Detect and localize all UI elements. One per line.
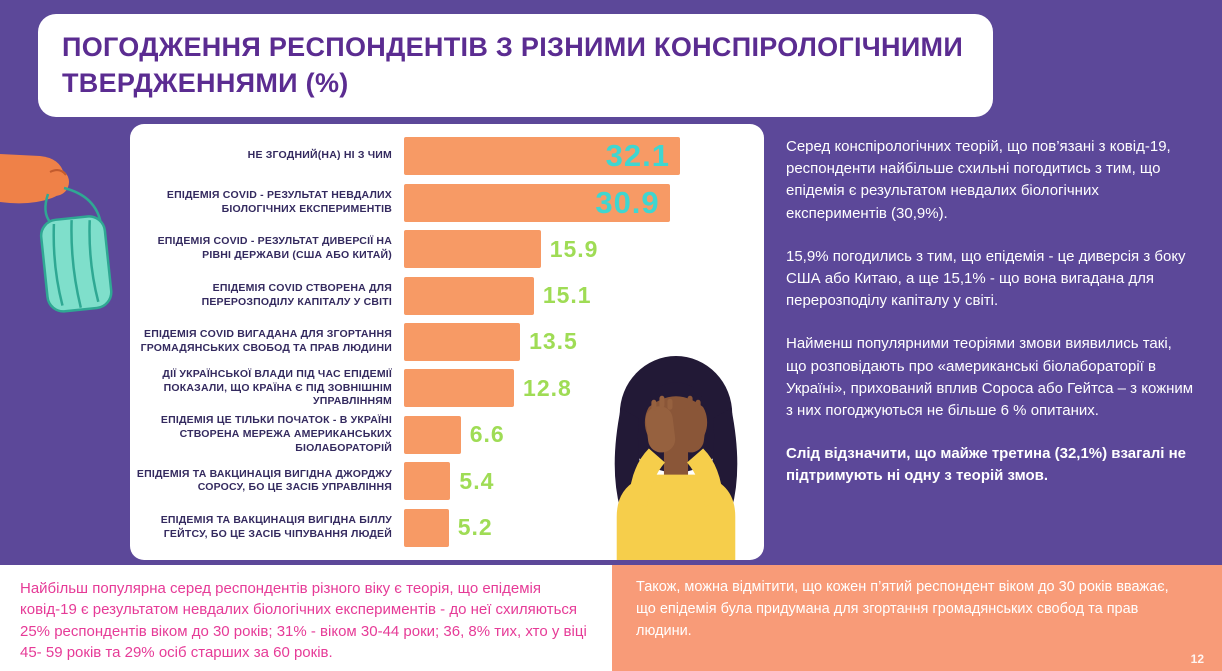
bar-value: 6.6 — [469, 421, 505, 448]
commentary-panel: Серед конспірологічних теорій, що пов’яз… — [786, 136, 1196, 508]
chart-row: ЕПІДЕМІЯ COVID СТВОРЕНА ДЛЯ ПЕРЕРОЗПОДІЛ… — [130, 272, 764, 318]
bar-value: 5.4 — [459, 467, 495, 494]
bar — [404, 415, 461, 454]
chart-rows: НЕ ЗГОДНИЙ(НА) НІ З ЧИМ 32.1 ЕПІДЕМІЯ COVI… — [130, 124, 764, 560]
commentary-highlight: Слід відзначити, що майже третина (32,1%… — [786, 445, 1186, 485]
bar-label: НЕ ЗГОДНИЙ(НА) НІ З ЧИМ — [247, 149, 392, 162]
commentary-paragraph-3: Найменш популярними теоріями змови вияви… — [786, 335, 1194, 419]
person-covering-face-illustration — [614, 356, 738, 560]
chart-row: ЕПІДЕМІЯ ТА ВАКЦИНАЦІЯ ВИГІДНА ДЖОРДЖУ С… — [130, 458, 764, 504]
page-title: ПОГОДЖЕННЯ РЕСПОНДЕНТІВ З РІЗНИМИ КОНСПІ… — [62, 31, 964, 98]
chart-row: ЕПІДЕМІЯ COVID - РЕЗУЛЬТАТ НЕВДАЛИХ БІОЛ… — [130, 179, 764, 225]
bar-label: ЕПІДЕМІЯ ТА ВАКЦИНАЦІЯ ВИГІДНА ДЖОРДЖУ С… — [136, 467, 392, 494]
bar-label: ДІЇ УКРАЇНСЬКОЇ ВЛАДИ ПІД ЧАС ЕПІДЕМІЇ П… — [162, 367, 392, 408]
bar-label: ЕПІДЕМІЯ COVID СТВОРЕНА ДЛЯ ПЕРЕРОЗПОДІЛ… — [201, 281, 392, 308]
chart-row: ЕПІДЕМІЯ ТА ВАКЦИНАЦІЯ ВИГІДНА БІЛЛУ ГЕЙ… — [130, 505, 764, 551]
conspiracy-agreement-chart: НЕ ЗГОДНИЙ(НА) НІ З ЧИМ 32.1 ЕПІДЕМІЯ COVI… — [130, 124, 764, 560]
hand-holding-mask-illustration — [0, 154, 113, 313]
bar-value: 5.2 — [457, 514, 493, 541]
bar-value: 30.9 — [595, 184, 660, 220]
bar: 30.9 — [404, 183, 670, 222]
chart-row: ЕПІДЕМІЯ ЦЕ ТІЛЬКИ ПОЧАТОК - В УКРАЇНІ С… — [130, 412, 764, 458]
footnote-under30: Також, можна відмітити, що кожен п’ятий … — [612, 565, 1222, 671]
bar — [404, 508, 449, 547]
bar-label: ЕПІДЕМІЯ COVID - РЕЗУЛЬТАТ ДИВЕРСІЇ НА Р… — [157, 235, 392, 262]
footnote-age-breakdown: Найбільш популярна серед респондентів рі… — [0, 565, 612, 671]
bar: 32.1 — [404, 137, 680, 176]
bar-label: ЕПІДЕМІЯ ТА ВАКЦИНАЦІЯ ВИГІДНА БІЛЛУ ГЕЙ… — [160, 514, 392, 540]
commentary-paragraph-1: Серед конспірологічних теорій, що пов’яз… — [786, 138, 1171, 222]
page-number: 12 — [1190, 652, 1204, 666]
chart-row: ДІЇ УКРАЇНСЬКОЇ ВЛАДИ ПІД ЧАС ЕПІДЕМІЇ П… — [130, 365, 764, 411]
bar-value: 32.1 — [605, 138, 670, 174]
footnote-age-breakdown-text: Найбільш популярна серед респондентів рі… — [20, 580, 587, 661]
bar-label: ЕПІДЕМІЯ COVID - РЕЗУЛЬТАТ НЕВДАЛИХ БІОЛ… — [166, 189, 392, 215]
bar-value: 15.9 — [549, 235, 599, 262]
bar-value: 13.5 — [529, 328, 578, 355]
bar — [404, 322, 521, 361]
title-card: ПОГОДЖЕННЯ РЕСПОНДЕНТІВ З РІЗНИМИ КОНСПІ… — [38, 14, 993, 117]
footnote-under30-text: Також, можна відмітити, що кожен п’ятий … — [636, 579, 1169, 639]
bar — [404, 462, 451, 501]
bar — [404, 369, 515, 408]
commentary-paragraph-2: 15,9% погодились з тим, що епідемія - це… — [786, 247, 1186, 310]
bar-label: ЕПІДЕМІЯ ЦЕ ТІЛЬКИ ПОЧАТОК - В УКРАЇНІ С… — [160, 414, 392, 454]
bar-value: 12.8 — [523, 374, 572, 401]
bar — [404, 230, 541, 269]
chart-row: ЕПІДЕМІЯ COVID ВИГАДАНА ДЛЯ ЗГОРТАННЯ ГР… — [130, 319, 764, 365]
bar — [404, 276, 534, 315]
chart-row: ЕПІДЕМІЯ COVID - РЕЗУЛЬТАТ ДИВЕРСІЇ НА Р… — [130, 226, 764, 272]
bar-label: ЕПІДЕМІЯ COVID ВИГАДАНА ДЛЯ ЗГОРТАННЯ ГР… — [140, 328, 392, 354]
chart-row: НЕ ЗГОДНИЙ(НА) НІ З ЧИМ 32.1 — [130, 133, 764, 179]
bar-value: 15.1 — [542, 282, 592, 309]
